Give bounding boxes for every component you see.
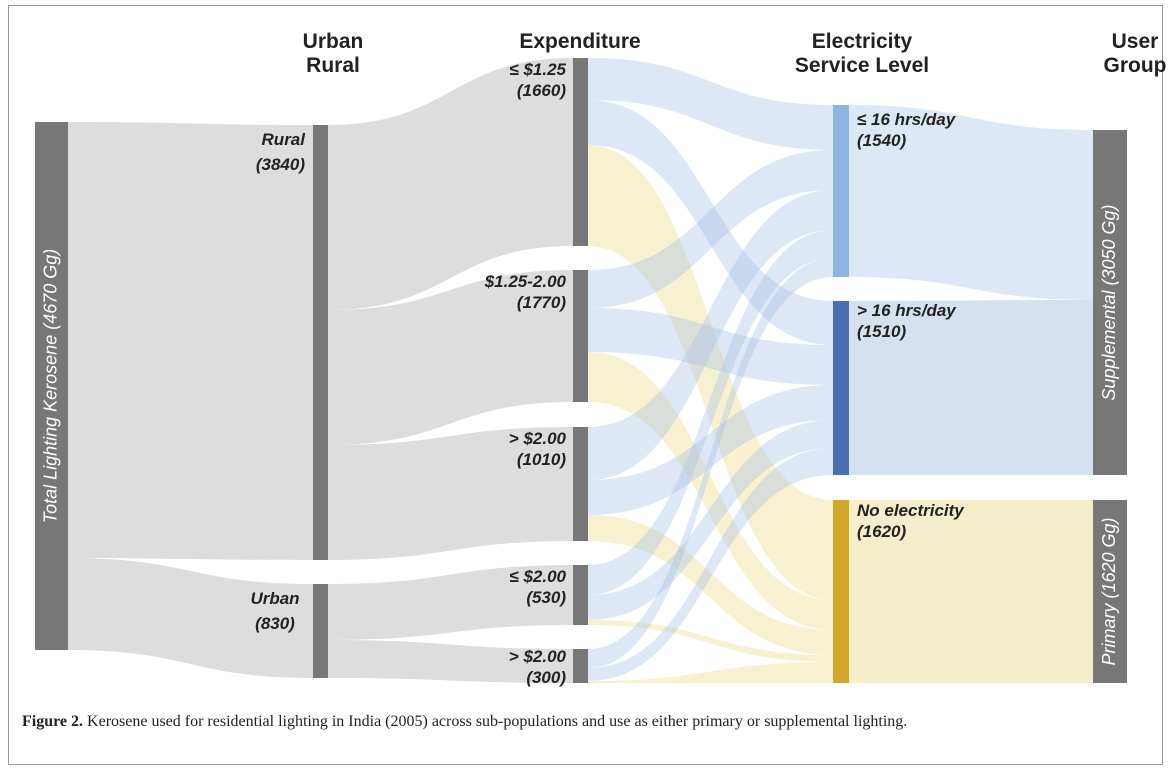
- flow: [328, 58, 573, 310]
- flow: [588, 150, 833, 308]
- column-header: Electricity: [812, 30, 913, 53]
- flow: [849, 105, 1093, 300]
- flow: [328, 427, 573, 560]
- flow: [328, 565, 573, 640]
- flow: [588, 352, 833, 630]
- node: [1093, 500, 1127, 683]
- caption-label: Figure 2.: [22, 713, 84, 730]
- flow: [588, 515, 833, 655]
- flow: [849, 500, 1093, 683]
- node: [35, 122, 68, 650]
- node-amount: (1620): [857, 522, 906, 541]
- node: [573, 58, 588, 246]
- node: [833, 105, 849, 277]
- flow: [68, 558, 313, 678]
- node-label: Supplemental (3050 Gg): [1099, 204, 1119, 400]
- column-header: Service Level: [795, 54, 929, 77]
- column-header: Expenditure: [519, 30, 640, 53]
- node-amount: (1770): [517, 293, 566, 312]
- flow: [588, 58, 833, 150]
- node-amount: (1510): [857, 322, 906, 341]
- node-label: Primary (1620 Gg): [1099, 517, 1119, 665]
- node-amount: (1660): [517, 81, 566, 100]
- node-name: ≤ 16 hrs/day: [857, 110, 957, 129]
- column-header: Rural: [306, 54, 360, 77]
- flow: [588, 448, 833, 681]
- flow: [588, 145, 833, 600]
- flow: [849, 300, 1093, 475]
- caption-text: Kerosene used for residential lighting i…: [87, 713, 908, 730]
- flow: [588, 620, 833, 662]
- node-name: $1.25-2.00: [484, 272, 567, 291]
- node-amount: (830): [255, 614, 295, 633]
- flow: [68, 122, 313, 560]
- node-name: ≤ $2.00: [509, 567, 566, 586]
- node: [573, 270, 588, 402]
- flow: [588, 308, 833, 385]
- node-name: ≤ $1.25: [509, 60, 566, 79]
- flow: [588, 662, 833, 683]
- column-header: User: [1112, 30, 1159, 53]
- node: [573, 427, 588, 541]
- column-header: Group: [1104, 54, 1167, 77]
- node: [313, 584, 328, 678]
- node: [573, 649, 588, 683]
- node-name: Rural: [262, 130, 307, 149]
- column-header: Urban: [303, 30, 364, 53]
- node: [1093, 130, 1127, 475]
- flow: [328, 640, 573, 683]
- node-name: Urban: [250, 589, 299, 608]
- flow: [588, 420, 833, 620]
- node: [573, 565, 588, 625]
- node-name: > $2.00: [509, 647, 567, 666]
- flow: [588, 230, 833, 595]
- node-amount: (1540): [857, 131, 906, 150]
- flow: [588, 100, 833, 345]
- flow: [328, 270, 573, 445]
- node: [313, 125, 328, 560]
- node: [833, 301, 849, 475]
- node-name: > 16 hrs/day: [857, 301, 957, 320]
- node-amount: (530): [526, 588, 566, 607]
- node-amount: (3840): [256, 155, 305, 174]
- node-name: No electricity: [857, 501, 965, 520]
- node-name: > $2.00: [509, 429, 567, 448]
- figure-frame: [8, 5, 1163, 765]
- flow: [588, 258, 833, 668]
- caption: Figure 2. Kerosene used for residential …: [22, 712, 1142, 732]
- node-amount: (300): [526, 668, 566, 687]
- node-amount: (1010): [517, 450, 566, 469]
- node-label: Total Lighting Kerosene (4670 Gg): [40, 249, 60, 524]
- flow: [588, 190, 833, 480]
- flow: [588, 385, 833, 515]
- node: [833, 500, 849, 683]
